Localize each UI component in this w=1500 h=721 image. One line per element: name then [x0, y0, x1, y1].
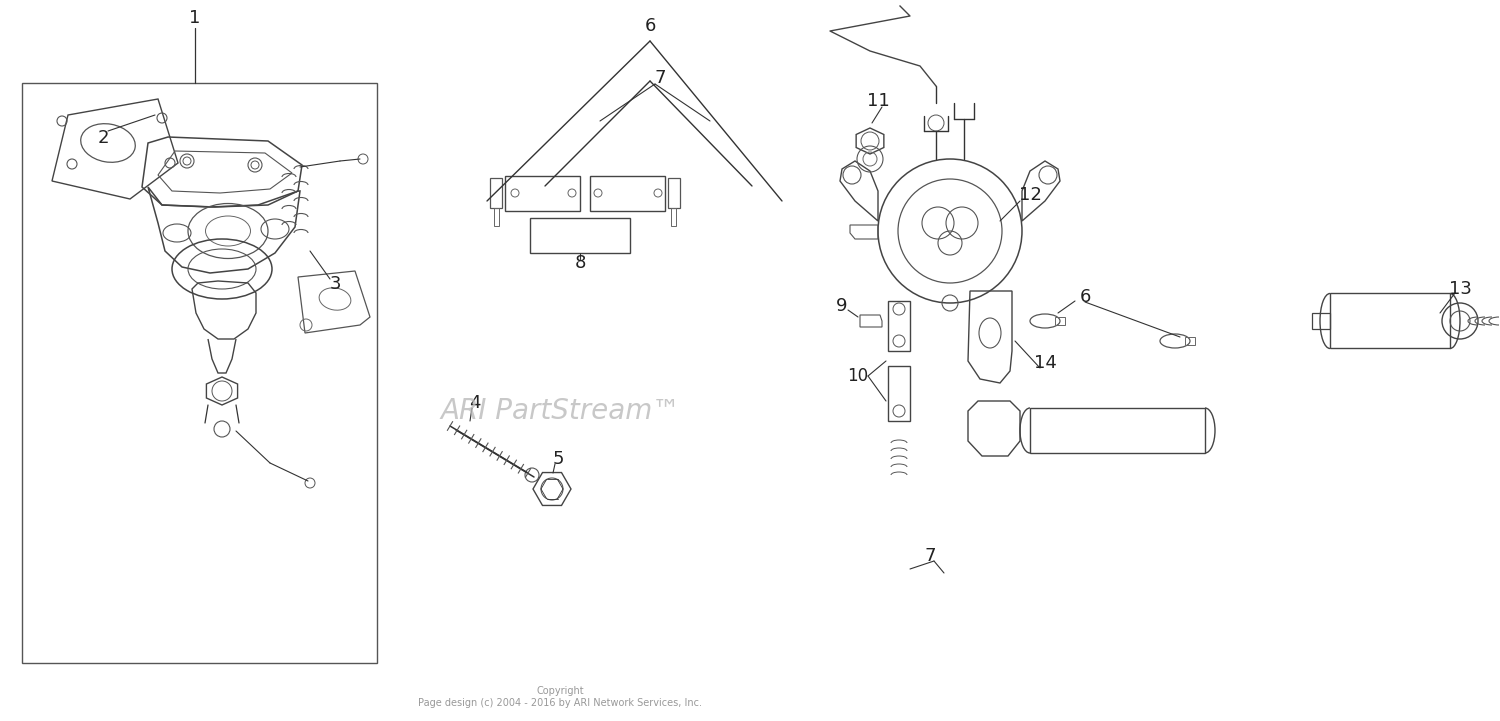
- Bar: [1054, 317, 1065, 325]
- Bar: [1030, 408, 1204, 453]
- Text: 1: 1: [189, 9, 201, 27]
- Text: 6: 6: [1080, 288, 1090, 306]
- Bar: [22, 83, 376, 663]
- Bar: [494, 208, 500, 226]
- Text: Page design (c) 2004 - 2016 by ARI Network Services, Inc.: Page design (c) 2004 - 2016 by ARI Netwo…: [419, 698, 702, 708]
- Bar: [668, 178, 680, 208]
- Text: 4: 4: [470, 394, 480, 412]
- Bar: [590, 176, 664, 211]
- Bar: [506, 176, 580, 211]
- Bar: [888, 301, 910, 351]
- Text: 6: 6: [645, 17, 656, 35]
- Bar: [490, 178, 502, 208]
- Text: 5: 5: [552, 450, 564, 468]
- Text: 8: 8: [574, 254, 585, 272]
- Bar: [1185, 337, 1196, 345]
- Bar: [1312, 313, 1330, 329]
- Bar: [888, 366, 910, 421]
- Text: 7: 7: [654, 69, 666, 87]
- Text: 11: 11: [867, 92, 889, 110]
- Bar: [1330, 293, 1450, 348]
- Text: 7: 7: [924, 547, 936, 565]
- Text: ARI PartStream™: ARI PartStream™: [440, 397, 680, 425]
- Text: 14: 14: [1034, 354, 1056, 372]
- Text: 2: 2: [98, 129, 108, 147]
- Text: 3: 3: [330, 275, 340, 293]
- Text: 10: 10: [847, 367, 868, 385]
- Text: Copyright: Copyright: [536, 686, 584, 696]
- Text: 12: 12: [1019, 186, 1041, 204]
- Text: 9: 9: [837, 297, 848, 315]
- Bar: [530, 218, 630, 253]
- Text: 13: 13: [1449, 280, 1472, 298]
- Bar: [670, 208, 676, 226]
